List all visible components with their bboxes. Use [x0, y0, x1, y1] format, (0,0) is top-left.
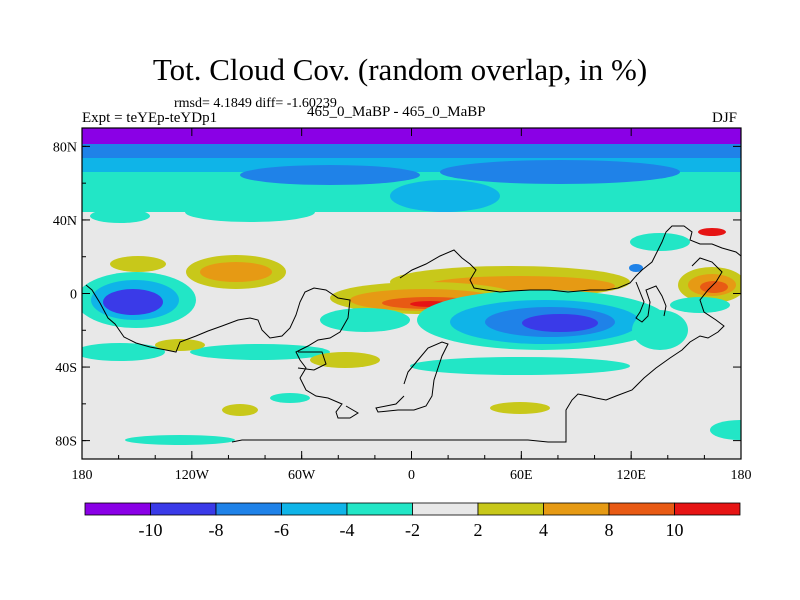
- colorbar-label: 8: [605, 520, 614, 540]
- field-patch: [522, 314, 598, 332]
- field-patch: [630, 233, 690, 251]
- coastline-americas: [85, 284, 359, 419]
- field-patch: [185, 202, 315, 222]
- x-tick-label: 120E: [616, 468, 646, 483]
- field-patch: [90, 209, 150, 223]
- coastline-east-pacific: [297, 351, 327, 371]
- colorbar-swatch: [346, 502, 413, 516]
- field-patch: [270, 393, 310, 403]
- colorbar-swatch: [150, 502, 217, 516]
- colorbar-label: 2: [474, 520, 483, 540]
- field-patch: [240, 165, 420, 185]
- colorbar-label: -4: [340, 520, 355, 540]
- stats-label: rmsd= 4.1849 diff= -1.60239: [174, 96, 337, 111]
- field-patch: [103, 289, 163, 315]
- coastline-eurasia: [399, 225, 741, 293]
- experiment-label: Expt = teYEp-teYDp1: [82, 110, 218, 126]
- field-patch: [155, 339, 205, 351]
- colorbar-swatch: [215, 502, 282, 516]
- colorbar-label: 10: [666, 520, 684, 540]
- field-patch: [710, 420, 741, 440]
- field-patch: [200, 262, 272, 282]
- x-tick-label: 120W: [175, 468, 210, 483]
- field-patch: [698, 228, 726, 236]
- coastline-pacific-islands: [231, 257, 725, 443]
- season-label: DJF: [712, 110, 738, 126]
- chart-title: Tot. Cloud Cov. (random overlap, in %): [152, 52, 648, 87]
- colorbar-label: -2: [405, 520, 420, 540]
- colorbar-swatch: [84, 502, 151, 516]
- field-patch: [629, 264, 643, 272]
- x-tick-label: 180: [731, 468, 752, 483]
- field-patch: [390, 180, 500, 212]
- x-tick-label: 60E: [510, 468, 533, 483]
- field-patch: [82, 343, 165, 361]
- field-patch: [632, 310, 688, 350]
- colorbar-swatch: [608, 502, 675, 516]
- colorbar-label: 4: [539, 520, 548, 540]
- field-patch: [700, 281, 728, 293]
- y-axis: 80N 40N 0 40S 80S: [53, 140, 741, 450]
- y-tick-label: 40N: [53, 214, 77, 229]
- colorbar-label: -8: [209, 520, 224, 540]
- y-tick-label: 80S: [55, 435, 77, 450]
- colorbar-label: -10: [139, 520, 163, 540]
- field-patch: [670, 297, 730, 313]
- x-tick-label: 0: [408, 468, 415, 483]
- field-patch: [586, 190, 638, 210]
- x-tick-label: 60W: [288, 468, 316, 483]
- field-patch: [320, 308, 410, 332]
- field-patch: [440, 160, 680, 184]
- x-tick-label: 180: [72, 468, 93, 483]
- field-patch: [222, 404, 258, 416]
- colorbar: -10 -8 -6 -4 -2 2 4 8 10: [84, 502, 741, 540]
- colorbar-swatch: [281, 502, 348, 516]
- y-tick-label: 0: [70, 288, 77, 303]
- field-patch: [310, 352, 380, 368]
- coastlines: [85, 225, 741, 443]
- field-patch: [490, 402, 550, 414]
- colorbar-label: -6: [274, 520, 289, 540]
- runs-label: 465_0_MaBP - 465_0_MaBP: [307, 104, 486, 120]
- x-axis: 180 120W 60W 0 60E 120E 180: [72, 128, 752, 483]
- y-tick-label: 40S: [55, 361, 77, 376]
- y-tick-label: 80N: [53, 140, 77, 155]
- coastline-asia-south: [635, 281, 667, 323]
- field-patch: [410, 357, 630, 375]
- field-patch: [110, 256, 166, 272]
- field-patch: [280, 192, 360, 208]
- field-patch: [190, 344, 330, 360]
- field-patch: [490, 281, 600, 291]
- colorbar-swatch: [477, 502, 544, 516]
- colorbar-swatch: [674, 502, 741, 516]
- colorbar-swatch: [412, 502, 479, 516]
- field-patch: [125, 435, 235, 445]
- coastline-africa: [375, 341, 449, 413]
- colorbar-swatch: [543, 502, 610, 516]
